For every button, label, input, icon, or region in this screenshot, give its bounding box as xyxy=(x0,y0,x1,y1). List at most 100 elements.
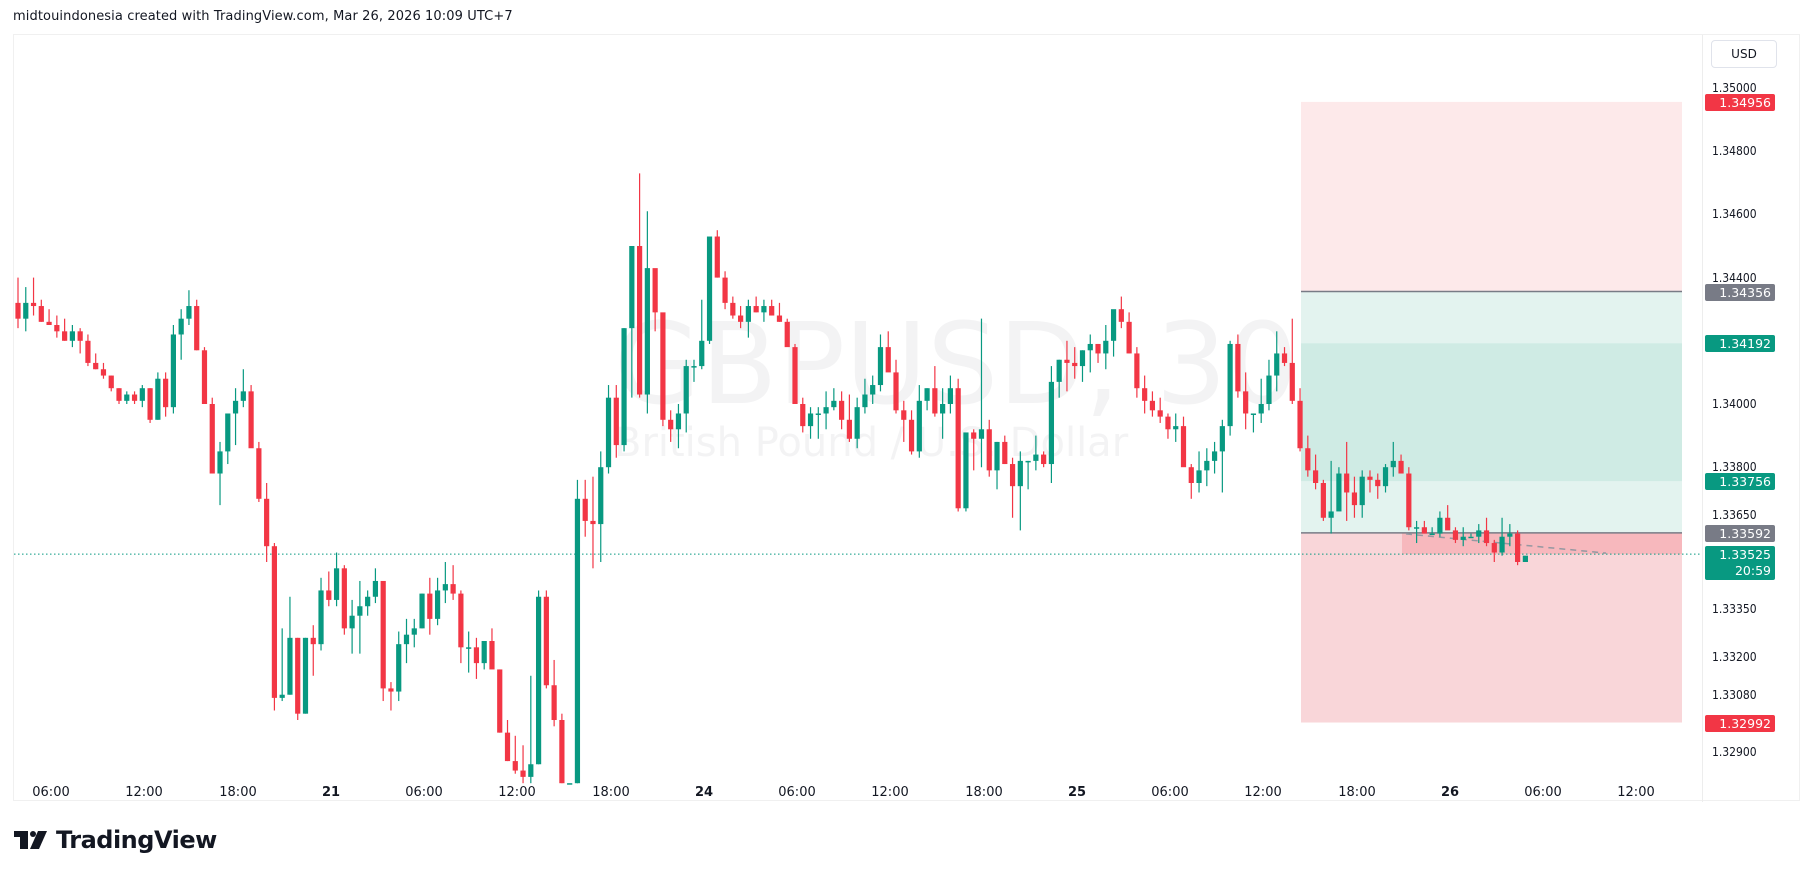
candle xyxy=(349,615,355,629)
candle xyxy=(256,448,262,499)
chart-plot-area[interactable]: GBPUSD, 30 British Pound / U.S. Dollar xyxy=(14,35,1702,785)
candle xyxy=(1041,454,1047,465)
candle xyxy=(458,593,464,648)
candle xyxy=(1507,533,1513,537)
candle xyxy=(178,318,184,335)
candle xyxy=(481,641,487,664)
time-axis[interactable]: 06:00 12:00 18:00 21 06:00 12:00 18:00 24 06:00 1… xyxy=(14,785,1702,802)
time-tick: 18:00 xyxy=(1338,785,1376,800)
candlestick-chart[interactable] xyxy=(14,35,1702,785)
candle xyxy=(947,388,953,404)
candle xyxy=(396,644,402,692)
candle xyxy=(403,634,410,645)
candle xyxy=(1165,416,1171,430)
candle xyxy=(194,306,200,351)
candle xyxy=(1382,467,1389,487)
candle xyxy=(1095,343,1101,354)
candle xyxy=(279,694,285,698)
candle xyxy=(30,302,37,307)
candle xyxy=(971,432,977,439)
last-price-label: 1.33525 20:59 xyxy=(1705,546,1775,581)
candle xyxy=(1188,467,1194,483)
time-tick: 06:00 xyxy=(1524,785,1562,800)
candle xyxy=(1250,413,1257,415)
candle xyxy=(1056,359,1062,382)
candle xyxy=(155,378,161,420)
entry-label: 1.34356 xyxy=(1705,283,1775,301)
candle xyxy=(784,321,790,348)
candle xyxy=(38,306,44,322)
candle xyxy=(823,407,829,414)
candle xyxy=(1522,555,1528,562)
candle xyxy=(978,429,985,439)
price-tick: 1.34000 xyxy=(1712,397,1757,411)
candle xyxy=(450,584,456,594)
candle xyxy=(100,369,107,376)
candle xyxy=(147,388,153,420)
candle xyxy=(567,783,573,785)
candle xyxy=(124,394,130,401)
candle xyxy=(512,761,518,771)
candle xyxy=(1258,404,1264,414)
candle xyxy=(582,498,588,521)
time-tick: 06:00 xyxy=(405,785,443,800)
candle xyxy=(1351,492,1358,506)
candle xyxy=(535,596,542,765)
candle xyxy=(1025,460,1031,463)
candle xyxy=(815,413,821,415)
candle xyxy=(1398,460,1404,474)
candle xyxy=(310,637,316,645)
candle xyxy=(605,397,612,468)
candle xyxy=(706,236,713,341)
candle xyxy=(683,366,689,414)
candle xyxy=(225,413,231,452)
candle xyxy=(598,467,604,525)
candle xyxy=(163,378,169,408)
candle xyxy=(994,441,1000,471)
candle xyxy=(1437,517,1443,534)
candle xyxy=(217,451,223,474)
candle xyxy=(901,410,907,420)
candle xyxy=(963,432,969,509)
candle xyxy=(1064,359,1070,363)
time-tick: 06:00 xyxy=(32,785,70,800)
time-tick: 18:00 xyxy=(219,785,257,800)
candle xyxy=(427,593,433,619)
candle xyxy=(264,498,270,547)
price-tick: 1.33200 xyxy=(1712,649,1757,664)
candle xyxy=(551,685,557,720)
candle xyxy=(1219,426,1225,452)
candle xyxy=(699,340,705,367)
candle xyxy=(1406,473,1412,528)
candle xyxy=(1305,448,1311,471)
candle xyxy=(380,580,386,689)
candle xyxy=(1476,530,1482,537)
target-2-label: 1.33756 xyxy=(1705,473,1775,491)
candle xyxy=(209,404,215,474)
candle xyxy=(520,770,526,777)
tradingview-logo[interactable]: TradingView xyxy=(14,826,217,854)
candle xyxy=(862,394,868,408)
candle xyxy=(753,306,759,313)
candle xyxy=(660,312,666,420)
candle xyxy=(201,350,208,404)
candle xyxy=(854,407,860,439)
candle xyxy=(637,246,643,395)
candle xyxy=(831,400,837,408)
candle xyxy=(388,688,394,692)
price-axis[interactable]: USD 1.35000 1.34800 1.34600 1.34400 1.34000 1… xyxy=(1702,35,1801,802)
candle xyxy=(1445,517,1451,531)
candle xyxy=(807,413,814,427)
candle xyxy=(1297,400,1303,449)
candle xyxy=(473,647,480,664)
price-tick: 1.34600 xyxy=(1712,207,1757,222)
candle xyxy=(504,732,511,762)
time-tick: 12:00 xyxy=(125,785,163,800)
currency-button[interactable]: USD xyxy=(1711,40,1777,68)
price-tick: 1.33650 xyxy=(1712,507,1757,522)
candle xyxy=(1390,460,1396,468)
candle xyxy=(15,302,21,319)
bar-countdown: 20:59 xyxy=(1734,563,1771,579)
active-loss-zone xyxy=(1402,532,1682,555)
candle xyxy=(932,388,938,414)
